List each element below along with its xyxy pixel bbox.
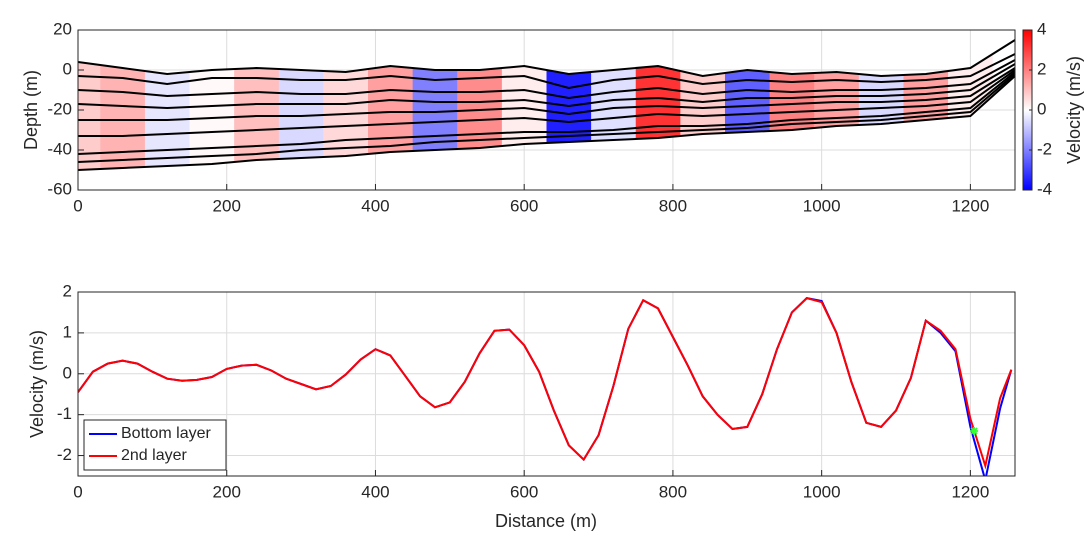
x-tick-label: 800: [659, 196, 687, 215]
x-tick-label: 400: [361, 482, 389, 501]
y-tick-label: 0: [63, 363, 72, 382]
velocity-cell: [368, 40, 414, 170]
y-tick-label: 20: [53, 19, 72, 38]
x-axis-label: Distance (m): [495, 511, 597, 531]
layer-line: [77, 53, 1016, 90]
x-tick-label: 600: [510, 196, 538, 215]
velocity-cell: [858, 40, 905, 170]
axes-frame: [77, 29, 1016, 191]
y-tick-label: -1: [57, 404, 72, 423]
y-tick-label: -2: [57, 445, 72, 464]
colorbar-tick-label: -2: [1037, 139, 1052, 158]
y-tick-label: -60: [47, 179, 72, 198]
velocity-cell: [724, 40, 771, 170]
velocity-cell: [769, 40, 815, 170]
legend-box: [83, 419, 227, 471]
layer-line: [77, 73, 1016, 163]
x-tick-label: 1000: [803, 196, 841, 215]
x-tick-label: 0: [73, 482, 82, 501]
lines: [78, 296, 1013, 476]
colorbar-tick-label: 2: [1037, 59, 1046, 78]
series-line: [78, 296, 1013, 470]
legend-label: Bottom layer: [121, 425, 211, 442]
layer-line: [77, 59, 1016, 100]
colorbar-tick-label: 0: [1037, 99, 1046, 118]
x-tick-label: 800: [659, 482, 687, 501]
y-axis-label: Depth (m): [21, 70, 41, 150]
velocity-cell: [234, 40, 280, 170]
velocity-cell: [323, 40, 369, 170]
velocity-cell: [412, 40, 458, 170]
layer-line: [77, 39, 1016, 78]
x-tick-label: 200: [213, 482, 241, 501]
x-tick-label: 1200: [951, 196, 989, 215]
velocity-cell: [635, 40, 681, 170]
layer-line: [78, 69, 1016, 137]
x-tick-label: 600: [510, 482, 538, 501]
velocity-cell: [546, 40, 592, 170]
grid: [77, 291, 1015, 476]
colorbar-tick-label: -4: [1037, 179, 1052, 198]
velocity-cell: [189, 40, 235, 170]
y-tick-label: 0: [63, 59, 72, 78]
y-tick-label: -40: [47, 139, 72, 158]
x-tick-label: 1200: [951, 482, 989, 501]
velocity-cell: [278, 40, 325, 170]
colorbar-label: Velocity (m/s): [1064, 56, 1084, 164]
x-tick-label: 0: [73, 196, 82, 215]
y-tick-label: -20: [47, 99, 72, 118]
x-tick-label: 400: [361, 196, 389, 215]
layer-line: [78, 67, 1016, 121]
legend-label: 2nd layer: [121, 447, 187, 464]
velocity-field: [78, 40, 1015, 170]
axes-frame: [77, 291, 1016, 477]
y-axis-label: Velocity (m/s): [27, 330, 47, 438]
layer-line: [77, 75, 1016, 171]
point-marker: [970, 427, 979, 436]
legend: Bottom layer 2nd layer: [83, 419, 227, 471]
x-tick-label: 200: [213, 196, 241, 215]
velocity-cell: [100, 40, 146, 170]
colorbar-tick-label: 4: [1037, 19, 1046, 38]
layer-line: [77, 63, 1016, 110]
x-tick-label: 1000: [803, 482, 841, 501]
y-tick-label: 2: [63, 281, 72, 300]
y-tick-label: 1: [63, 322, 72, 341]
velocity-cell: [680, 40, 726, 170]
layer-line: [77, 71, 1016, 155]
